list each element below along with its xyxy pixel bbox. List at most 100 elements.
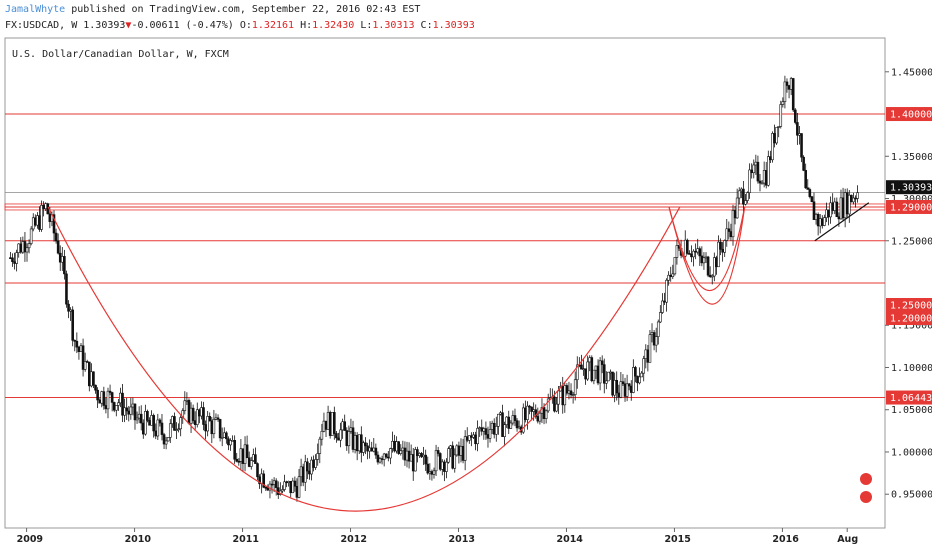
candle-body xyxy=(453,454,457,469)
candle-body xyxy=(567,390,571,394)
candle-body xyxy=(220,437,224,439)
candle-body xyxy=(426,463,430,474)
close-label: C: xyxy=(420,20,433,31)
candle-body xyxy=(553,396,556,412)
candle-body xyxy=(216,417,220,420)
y-tick-label: 1.25000 xyxy=(891,236,932,247)
candle-body xyxy=(164,440,168,445)
candle-body xyxy=(418,453,421,456)
candle-body xyxy=(141,422,145,435)
x-tick-label: 2013 xyxy=(448,534,474,545)
candle-body xyxy=(708,274,712,277)
candle-body xyxy=(13,261,16,264)
candle-body xyxy=(156,419,160,437)
candle-body xyxy=(636,375,639,384)
candle-body xyxy=(287,481,290,483)
candle-body xyxy=(173,416,176,431)
candle-body xyxy=(11,257,14,263)
candle-body xyxy=(715,257,718,268)
candle-body xyxy=(744,200,747,205)
candle-body xyxy=(276,487,280,495)
candle-body xyxy=(73,340,77,342)
candle-body xyxy=(609,371,612,374)
candle-body xyxy=(92,371,95,386)
candle-body xyxy=(17,243,21,253)
candle-body xyxy=(812,201,816,220)
candle-body xyxy=(831,202,834,211)
candle-body xyxy=(445,461,448,472)
candle-body xyxy=(61,256,64,263)
candle-body xyxy=(806,187,810,190)
candle-body xyxy=(243,444,247,464)
candle-body xyxy=(227,438,230,446)
x-tick-label: 2012 xyxy=(341,534,367,545)
candle-body xyxy=(96,389,99,401)
candle-body xyxy=(90,371,93,387)
flag-icon xyxy=(860,473,872,485)
candle-body xyxy=(710,275,714,278)
y-tick-label: 1.15000 xyxy=(891,321,932,332)
candle-body xyxy=(254,454,257,464)
candle-body xyxy=(507,416,511,429)
candle-body xyxy=(210,420,214,435)
candle-body xyxy=(25,247,29,253)
candle-body xyxy=(355,435,359,452)
candle-body xyxy=(212,419,216,435)
candle-body xyxy=(171,416,174,425)
candle-body xyxy=(135,417,139,421)
candle-body xyxy=(615,379,619,394)
candle-body xyxy=(800,133,803,158)
candle-body xyxy=(700,255,704,264)
author-link[interactable]: JamalWhyte xyxy=(5,4,66,15)
candle-body xyxy=(627,383,631,387)
candle-body xyxy=(71,309,74,341)
candle-body xyxy=(727,228,731,232)
candle-body xyxy=(557,390,560,405)
candle-body xyxy=(183,400,187,411)
candle-body xyxy=(648,334,652,363)
candle-body xyxy=(432,470,436,475)
candle-body xyxy=(318,438,322,454)
candle-body xyxy=(667,274,670,281)
candle-body xyxy=(555,403,558,412)
candle-body xyxy=(436,450,440,454)
candle-body xyxy=(644,349,648,359)
candle-body xyxy=(646,349,650,363)
candle-body xyxy=(9,257,12,259)
candle-body xyxy=(590,357,594,382)
y-tick-label: 1.00000 xyxy=(891,447,932,458)
candle-body xyxy=(804,170,807,189)
candle-body xyxy=(245,444,249,459)
candle-body xyxy=(233,440,236,460)
level-price-label: 1.20000 xyxy=(890,314,932,325)
candle-body xyxy=(401,447,405,452)
candle-body xyxy=(129,406,133,415)
candle-body xyxy=(335,433,338,439)
candle-body xyxy=(397,441,400,454)
candle-body xyxy=(349,427,353,432)
handle-curve-left xyxy=(668,206,746,305)
candle-body xyxy=(451,445,454,469)
candle-body xyxy=(69,309,72,312)
candle-body xyxy=(785,81,789,86)
candle-body xyxy=(484,428,488,435)
candle-body xyxy=(692,250,695,258)
candle-body xyxy=(351,427,355,450)
candle-body xyxy=(750,169,753,174)
candle-body xyxy=(723,240,726,253)
candle-body xyxy=(23,241,27,253)
candle-body xyxy=(447,448,450,463)
y-tick-label: 1.35000 xyxy=(891,152,932,163)
candle-body xyxy=(654,336,658,346)
candle-body xyxy=(200,407,203,417)
candle-body xyxy=(843,192,847,219)
candle-body xyxy=(208,416,212,422)
candle-body xyxy=(222,432,226,438)
candle-body xyxy=(67,303,70,312)
candle-body xyxy=(596,365,600,384)
candle-body xyxy=(29,228,33,244)
candle-body xyxy=(272,480,276,485)
candle-body xyxy=(399,450,403,454)
candle-body xyxy=(773,133,776,144)
